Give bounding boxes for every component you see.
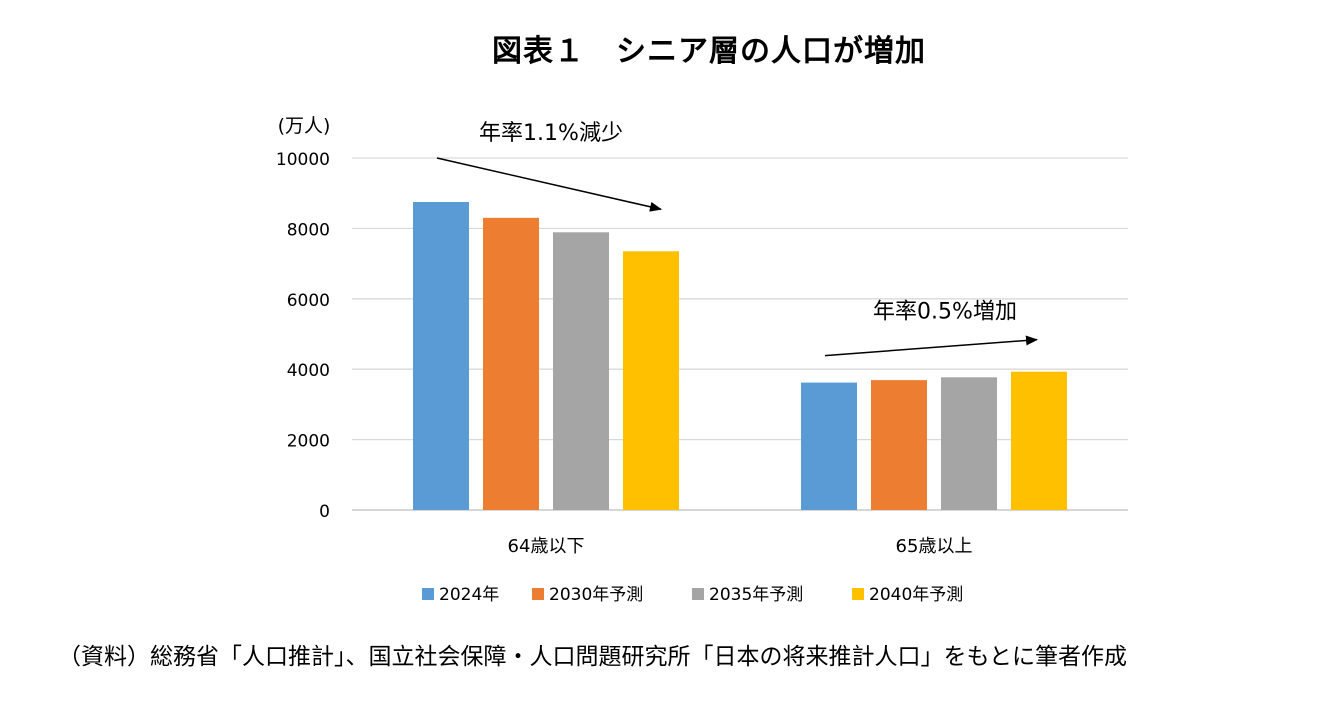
bar-chart: 0 2000 4000 6000 8000 10000 (万人) 64歳以下 65歳以上 年…	[276, 115, 1128, 605]
legend: 2024年 2030年予測 2035年予測 2040年予測	[422, 585, 963, 605]
gridlines	[352, 157, 1128, 511]
legend-label-2: 2035年予測	[709, 585, 803, 605]
legend-swatch-1	[532, 588, 544, 600]
bar-under64-3	[623, 251, 679, 510]
legend-swatch-3	[852, 588, 864, 600]
bar-over65-3	[1011, 371, 1067, 510]
chart-title: 図表１ シニア層の人口が増加	[492, 34, 926, 69]
legend-swatch-2	[692, 588, 704, 600]
y-tick-label: 2000	[287, 432, 330, 452]
legend-swatch-0	[422, 588, 434, 600]
y-tick-label: 4000	[287, 361, 330, 381]
trend-annotation: 年率1.1%減少	[479, 121, 623, 146]
y-tick-label: 0	[319, 502, 330, 522]
bar-under64-2	[553, 232, 609, 510]
bar-under64-0	[413, 202, 469, 510]
bars	[413, 202, 1067, 510]
y-axis-ticks: 0 2000 4000 6000 8000 10000	[276, 150, 330, 522]
legend-label-0: 2024年	[439, 585, 499, 605]
y-axis-label: (万人)	[278, 115, 331, 137]
x-category-label: 65歳以上	[896, 536, 973, 557]
bar-over65-0	[801, 382, 857, 510]
trend-arrow	[436, 157, 662, 212]
legend-label-3: 2040年予測	[869, 585, 963, 605]
x-category-label: 64歳以下	[508, 536, 585, 557]
trend-arrow	[824, 335, 1038, 357]
trend-annotation: 年率0.5%増加	[873, 300, 1017, 325]
bar-over65-1	[871, 380, 927, 510]
bar-over65-2	[941, 377, 997, 510]
legend-label-1: 2030年予測	[549, 585, 643, 605]
bar-under64-1	[483, 217, 539, 510]
x-axis-categories: 64歳以下 65歳以上	[508, 536, 973, 557]
y-tick-label: 6000	[287, 291, 330, 311]
source-note: （資料）総務省「人口推計」、国立社会保障・人口問題研究所「日本の将来推計人口」を…	[58, 644, 1128, 670]
y-tick-label: 10000	[276, 150, 330, 170]
y-tick-label: 8000	[287, 220, 330, 240]
